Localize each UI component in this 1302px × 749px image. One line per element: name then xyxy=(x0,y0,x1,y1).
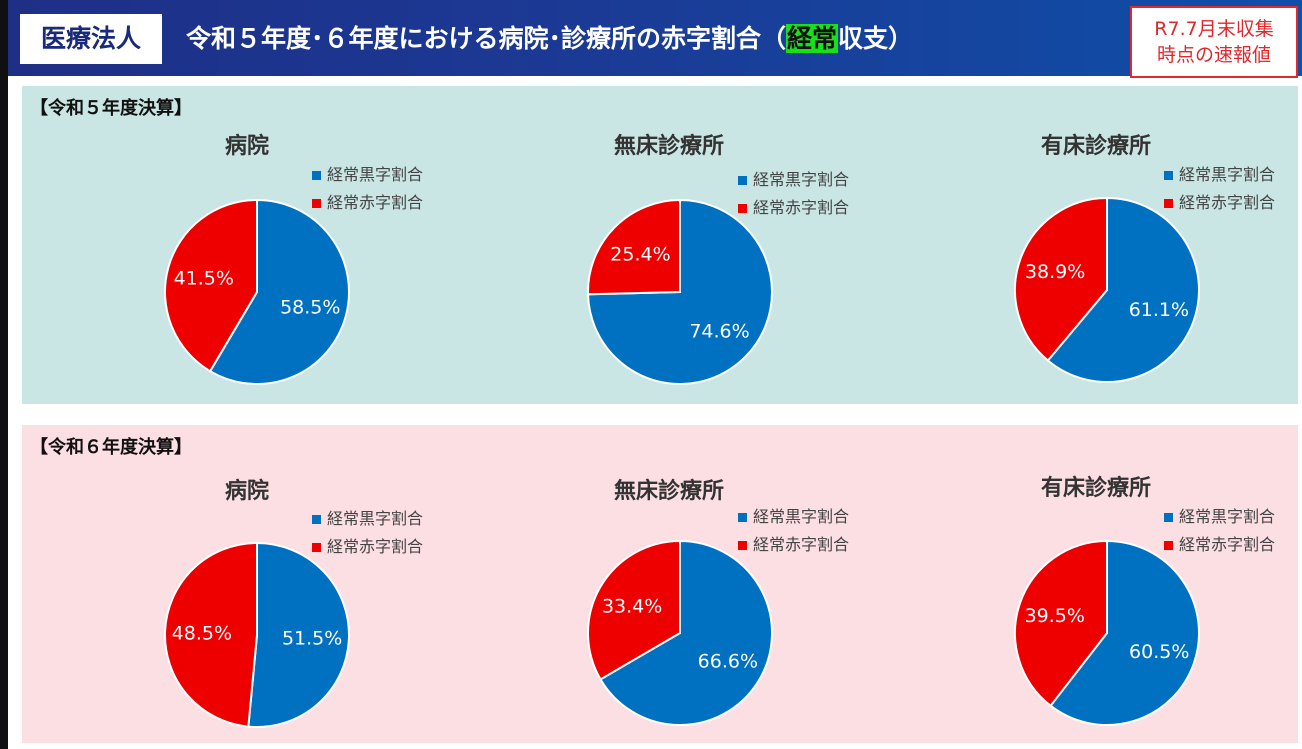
slide: 医療法人 令和５年度･６年度における病院･診療所の赤字割合（経常収支） R7.7… xyxy=(8,0,1302,749)
legend-item-red: 経常赤字割合 xyxy=(312,189,423,217)
legend: 経常黒字割合 経常赤字割合 xyxy=(312,161,423,217)
pie-slice-black xyxy=(247,541,350,728)
page-title: 令和５年度･６年度における病院･診療所の赤字割合（経常収支） xyxy=(186,14,913,64)
panel-title: 【令和５年度決算】 xyxy=(30,98,192,119)
legend-swatch-red xyxy=(738,203,747,213)
legend-label: 経常黒字割合 xyxy=(753,170,850,189)
note-line-2: 時点の速報値 xyxy=(1156,44,1271,66)
data-label-black: 66.6% xyxy=(698,650,758,672)
legend-item-black: 経常黒字割合 xyxy=(738,503,849,531)
data-label-black: 61.1% xyxy=(1129,299,1189,321)
legend-item-red: 経常赤字割合 xyxy=(312,533,423,561)
header-bar: 医療法人 令和５年度･６年度における病院･診療所の赤字割合（経常収支） xyxy=(8,0,1302,76)
chart-title: 無床診療所 xyxy=(614,134,725,159)
category-tag: 医療法人 xyxy=(20,14,162,64)
legend-item-black: 経常黒字割合 xyxy=(312,161,423,189)
legend-label: 経常黒字割合 xyxy=(327,509,424,528)
pie-slice-black xyxy=(1046,196,1200,383)
pie-chart: 66.6% 33.4% xyxy=(587,539,773,726)
legend-label: 経常赤字割合 xyxy=(327,193,424,212)
legend-swatch-blue xyxy=(1164,512,1173,522)
legend-swatch-blue xyxy=(738,512,747,522)
data-label-black: 51.5% xyxy=(282,628,342,650)
panel-fy-r6: 【令和６年度決算】 病院 経常黒字割合 経常赤字割合 51.5% 48.5% 無床… xyxy=(22,425,1298,743)
legend-label: 経常赤字割合 xyxy=(753,198,850,217)
title-prefix: 令和５年度･６年度における病院･診療所の赤字割合（ xyxy=(186,24,787,53)
title-highlight: 経常 xyxy=(786,24,839,53)
legend-label: 経常黒字割合 xyxy=(1179,165,1276,184)
data-label-red: 38.9% xyxy=(1025,261,1085,283)
legend-swatch-red xyxy=(312,542,321,552)
data-label-red: 41.5% xyxy=(174,267,234,289)
pie-chart: 61.1% 38.9% xyxy=(1014,196,1200,383)
legend-item-black: 経常黒字割合 xyxy=(312,505,423,533)
title-suffix: 収支） xyxy=(838,24,914,53)
data-label-red: 33.4% xyxy=(602,596,662,618)
pie-slice-red xyxy=(587,539,681,681)
pie-chart: 74.6% 25.4% xyxy=(587,198,773,385)
legend-label: 経常赤字割合 xyxy=(753,535,850,554)
panel-title: 【令和６年度決算】 xyxy=(30,437,192,458)
legend: 経常黒字割合 経常赤字割合 xyxy=(1164,161,1275,217)
legend-label: 経常赤字割合 xyxy=(1179,193,1276,212)
legend: 経常黒字割合 経常赤字割合 xyxy=(312,505,423,561)
chart-title: 病院 xyxy=(225,134,270,159)
chart-title: 無床診療所 xyxy=(614,479,725,504)
legend-swatch-red xyxy=(312,198,321,208)
data-label-black: 58.5% xyxy=(280,297,340,319)
legend-swatch-red xyxy=(1164,198,1173,208)
pie-chart: 60.5% 39.5% xyxy=(1014,539,1200,726)
pie-slice-red xyxy=(164,541,258,728)
legend-item-red: 経常赤字割合 xyxy=(1164,531,1275,559)
data-label-black: 60.5% xyxy=(1129,641,1189,663)
data-label-black: 74.6% xyxy=(689,321,749,343)
legend-swatch-blue xyxy=(312,170,321,180)
legend-label: 経常黒字割合 xyxy=(753,507,850,526)
data-label-red: 39.5% xyxy=(1025,605,1085,627)
pie-chart: 58.5% 41.5% xyxy=(164,198,350,385)
pie-chart: 51.5% 48.5% xyxy=(164,541,350,728)
panel-fy-r5: 【令和５年度決算】 病院 経常黒字割合 経常赤字割合 58.5% 41.5% 無床… xyxy=(22,86,1298,404)
legend-swatch-blue xyxy=(312,514,321,524)
pie-slice-red xyxy=(1014,196,1108,362)
legend: 経常黒字割合 経常赤字割合 xyxy=(1164,503,1275,559)
legend: 経常黒字割合 経常赤字割合 xyxy=(738,503,849,559)
pie-slice-black xyxy=(208,198,350,385)
legend-label: 経常黒字割合 xyxy=(1179,507,1276,526)
pie-slice-red xyxy=(164,198,258,373)
note-line-1: R7.7月末収集 xyxy=(1154,18,1274,40)
pie-slice-black xyxy=(599,539,773,726)
legend-label: 経常赤字割合 xyxy=(1179,535,1276,554)
legend-label: 経常赤字割合 xyxy=(327,537,424,556)
data-label-red: 48.5% xyxy=(172,622,232,644)
legend-item-black: 経常黒字割合 xyxy=(1164,503,1275,531)
legend-item-black: 経常黒字割合 xyxy=(1164,161,1275,189)
data-label-red: 25.4% xyxy=(610,243,670,265)
pie-slice-red xyxy=(1014,539,1108,708)
chart-title: 有床診療所 xyxy=(1041,476,1152,501)
preliminary-note: R7.7月末収集 時点の速報値 xyxy=(1130,6,1298,78)
legend-swatch-blue xyxy=(738,175,747,185)
legend-swatch-blue xyxy=(1164,170,1173,180)
legend-item-red: 経常赤字割合 xyxy=(1164,189,1275,217)
chart-title: 病院 xyxy=(225,479,270,504)
pie-slice-black xyxy=(1049,539,1200,726)
legend-swatch-red xyxy=(1164,540,1173,550)
legend-item-black: 経常黒字割合 xyxy=(738,166,849,194)
legend-label: 経常黒字割合 xyxy=(327,165,424,184)
legend-swatch-red xyxy=(738,540,747,550)
legend-item-red: 経常赤字割合 xyxy=(738,194,849,222)
legend-item-red: 経常赤字割合 xyxy=(738,531,849,559)
legend: 経常黒字割合 経常赤字割合 xyxy=(738,166,849,222)
pie-slice-red xyxy=(587,198,681,296)
chart-title: 有床診療所 xyxy=(1041,134,1152,159)
